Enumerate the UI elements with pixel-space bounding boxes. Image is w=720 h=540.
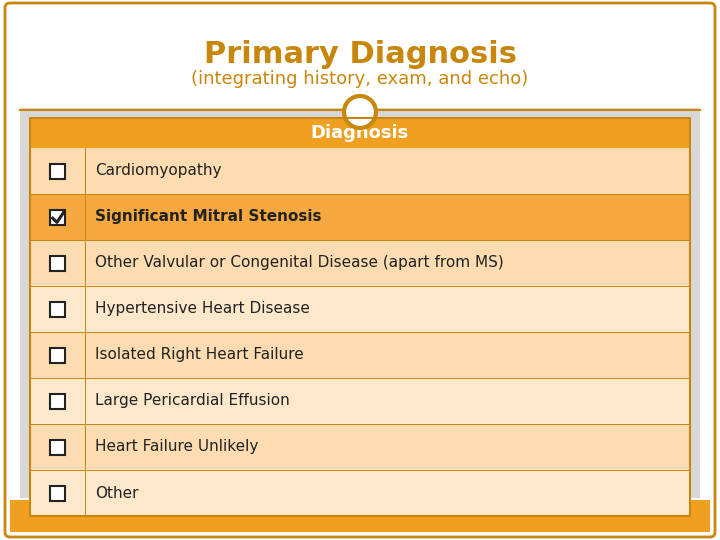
Bar: [50, 485, 65, 501]
Bar: [30, 424, 690, 470]
Text: Large Pericardial Effusion: Large Pericardial Effusion: [95, 394, 289, 408]
Bar: [30, 470, 690, 516]
Bar: [50, 348, 65, 362]
Bar: [30, 332, 690, 378]
Bar: [30, 194, 690, 240]
Bar: [50, 164, 65, 179]
Bar: [50, 255, 65, 271]
Bar: [30, 378, 690, 424]
Text: Significant Mitral Stenosis: Significant Mitral Stenosis: [95, 210, 322, 225]
Text: Heart Failure Unlikely: Heart Failure Unlikely: [95, 440, 258, 455]
Bar: [50, 210, 65, 225]
Text: Isolated Right Heart Failure: Isolated Right Heart Failure: [95, 348, 304, 362]
Bar: [50, 440, 65, 455]
Bar: [30, 118, 690, 516]
FancyBboxPatch shape: [5, 3, 715, 537]
Bar: [50, 394, 65, 408]
Text: Other: Other: [95, 485, 138, 501]
Bar: [20, 108, 700, 498]
Text: Other Valvular or Congenital Disease (apart from MS): Other Valvular or Congenital Disease (ap…: [95, 255, 504, 271]
Text: Hypertensive Heart Disease: Hypertensive Heart Disease: [95, 301, 310, 316]
Bar: [30, 286, 690, 332]
Circle shape: [344, 96, 376, 128]
Text: (integrating history, exam, and echo): (integrating history, exam, and echo): [192, 70, 528, 88]
Text: Diagnosis: Diagnosis: [311, 124, 409, 142]
Bar: [50, 301, 65, 316]
Text: Primary Diagnosis: Primary Diagnosis: [204, 40, 516, 69]
Bar: [30, 118, 690, 148]
Bar: [30, 148, 690, 194]
Bar: [10, 500, 710, 532]
Bar: [30, 240, 690, 286]
Text: Cardiomyopathy: Cardiomyopathy: [95, 164, 222, 179]
